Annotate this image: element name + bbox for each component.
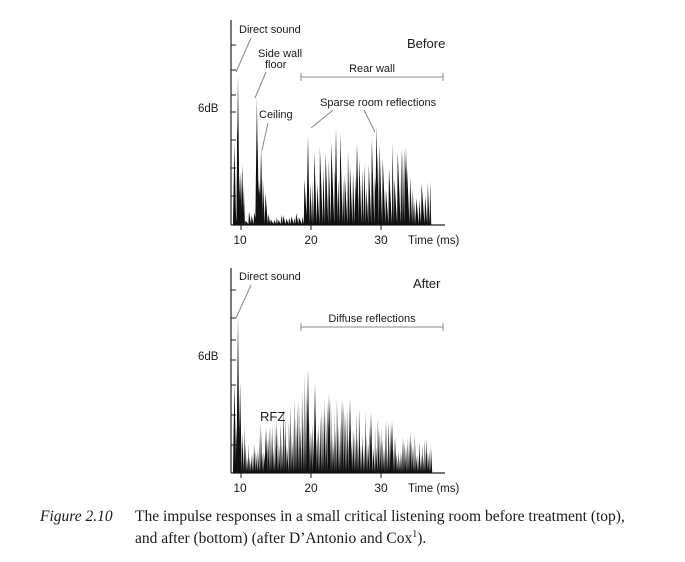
impulse-trace-fill (233, 124, 432, 225)
impulse-peak (369, 413, 373, 473)
after-rfz-label: RFZ (260, 409, 285, 424)
after-impulse-trace (233, 365, 433, 473)
figure-label: Figure 2.10 (40, 508, 113, 525)
caption-reference: 1 (412, 529, 418, 540)
impulse-peak (404, 147, 408, 225)
figure-caption: Figure 2.10 The impulse responses in a sm… (40, 508, 670, 548)
impulse-peak (348, 398, 352, 473)
after-y-label: 6dB (198, 351, 219, 363)
before-sparse-label: Sparse room reflections (320, 97, 437, 109)
caption-line-2: and after (bottom) (after D’Antonio and … (40, 526, 670, 548)
caption-line-1: Figure 2.10 The impulse responses in a sm… (40, 508, 670, 526)
before-sparse-leader-1 (310, 109, 334, 129)
impulse-peak (240, 165, 244, 225)
before-y-label: 6dB (198, 103, 219, 115)
impulse-response-figure: 10 20 30 Time (ms) 6dB Before Direct sou… (198, 20, 459, 495)
after-x-ticks (240, 473, 382, 478)
impulse-peak (355, 142, 359, 225)
impulse-peak (306, 368, 310, 473)
before-floor-label: floor (265, 59, 287, 71)
impulse-peak (238, 172, 242, 225)
impulse-peak (236, 315, 240, 473)
before-ceiling-label: Ceiling (259, 109, 293, 121)
after-x-tick-30: 30 (374, 481, 388, 495)
before-direct-sound-label: Direct sound (239, 24, 301, 36)
after-direct-sound-leader (235, 284, 252, 319)
before-direct-sound-leader (235, 37, 252, 73)
impulse-peak (334, 127, 338, 225)
after-x-tick-20: 20 (304, 481, 318, 495)
impulse-peak (255, 97, 259, 225)
impulse-peak (375, 126, 379, 225)
after-peak-markers (232, 315, 394, 473)
after-y-ticks (231, 289, 236, 446)
impulse-peak (259, 147, 263, 225)
impulse-peak (236, 75, 240, 225)
impulse-trace-fill (233, 365, 433, 473)
before-x-ticks (240, 225, 382, 230)
after-panel-label: After (413, 276, 441, 291)
after-x-tick-10: 10 (233, 481, 247, 495)
impulse-peak (232, 383, 237, 473)
after-panel: 10 20 30 Time (ms) 6dB After Direct soun… (198, 268, 459, 495)
before-sparse-leader-2 (363, 109, 376, 133)
before-peak-markers (232, 75, 408, 225)
impulse-peak (306, 135, 310, 225)
before-x-axis-label: Time (ms) (408, 235, 459, 247)
impulse-peak (390, 420, 394, 473)
before-panel: 10 20 30 Time (ms) 6dB Before Direct sou… (198, 20, 459, 247)
before-side-wall-label: Side wall (258, 48, 302, 60)
before-ceiling-leader (261, 122, 269, 151)
before-panel-label: Before (407, 36, 445, 51)
before-rear-wall-label: Rear wall (349, 63, 395, 75)
caption-text-2-end: ). (417, 530, 427, 548)
caption-text-1: The impulse responses in a small critica… (135, 508, 625, 525)
impulse-peak (232, 142, 237, 225)
impulse-peak (327, 393, 331, 473)
before-x-tick-30: 30 (374, 233, 388, 247)
caption-text-2: and after (bottom) (after D’Antonio and … (135, 530, 413, 548)
after-diffuse-label: Diffuse reflections (328, 313, 416, 325)
impulse-peak (313, 383, 317, 473)
before-impulse-trace (233, 124, 432, 225)
before-side-wall-leader (254, 71, 267, 99)
after-x-axis-label: Time (ms) (408, 483, 459, 495)
before-x-tick-10: 10 (233, 233, 247, 247)
impulse-peak (238, 383, 242, 473)
before-x-tick-20: 20 (304, 233, 318, 247)
impulse-peak (264, 428, 268, 473)
before-y-ticks (231, 44, 236, 197)
after-direct-sound-label: Direct sound (239, 271, 301, 283)
